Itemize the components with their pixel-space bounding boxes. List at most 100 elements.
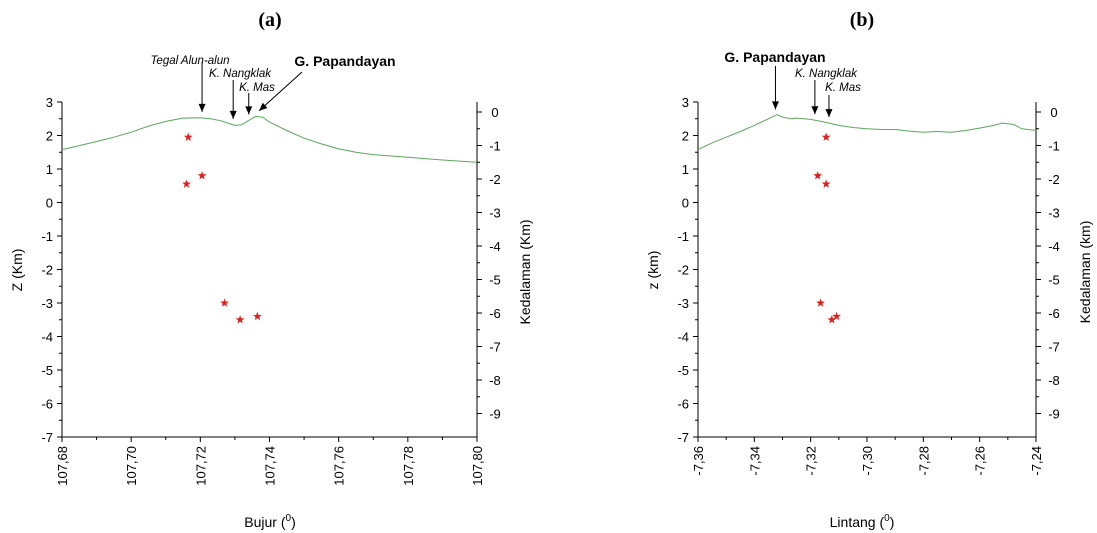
hypocenter-marker-a-1	[183, 132, 193, 141]
y-tick-label: 3	[46, 95, 53, 110]
y2-tick-label: -6	[1048, 306, 1060, 321]
y2-tick-label: -2	[489, 172, 501, 187]
y-tick-label: -3	[677, 296, 689, 311]
y2-tick-label: -3	[489, 206, 501, 221]
x-tick-label: 107,76	[332, 446, 347, 486]
y2-tick-label: 0	[1050, 105, 1057, 120]
x-tick-label: -7,24	[1029, 446, 1044, 476]
x-tick-label: 107,74	[263, 446, 278, 486]
y-tick-label: -4	[41, 330, 53, 345]
topography-profile-a	[61, 115, 478, 163]
y2-tick-label: -5	[1048, 273, 1060, 288]
y-tick-label: -6	[41, 397, 53, 412]
annotation-label: G. Papandayan	[724, 49, 825, 65]
hypocenter-marker-b-1	[821, 132, 831, 141]
x-tick-label: 107,78	[401, 446, 416, 486]
y2-tick-label: -4	[1048, 239, 1060, 254]
annotation-label: G. Papandayan	[294, 53, 395, 69]
annotation-arrowhead	[198, 103, 206, 112]
annotation-label: K. Nangklak	[209, 68, 272, 80]
y2-axis-label-a: Kedalaman (Km)	[517, 219, 533, 324]
x-axis-label-close-b: )	[890, 514, 895, 530]
x-tick-label: -7,36	[691, 446, 706, 476]
annotations-b: G. Papandayan K. Nangklak K. Mas	[724, 49, 861, 118]
x-axis-label-b: Lintang (0)	[830, 513, 895, 530]
y-tick-label: -3	[41, 296, 53, 311]
y-tick-label: 0	[46, 196, 53, 211]
annotation-arrowhead	[825, 109, 833, 118]
x-tick-label: -7,30	[860, 446, 875, 476]
y2-tick-label: -6	[489, 306, 501, 321]
hypocenter-marker-a-5	[235, 315, 245, 324]
annotation-label: K. Mas	[825, 82, 861, 94]
annotation-arrowhead	[229, 110, 237, 119]
x-tick-label: 107,70	[124, 446, 139, 486]
y-tick-label: 0	[682, 196, 689, 211]
annotation-arrowhead	[259, 102, 268, 111]
topography-profile-b	[697, 114, 1037, 151]
y2-tick-label: 0	[491, 105, 498, 120]
x-tick-label: -7,26	[973, 446, 988, 476]
annotation-arrowhead	[771, 101, 779, 110]
y2-tick-label: -7	[489, 340, 501, 355]
y-tick-label: -1	[677, 229, 689, 244]
y-tick-label: -2	[677, 263, 689, 278]
y-axis-label-b: z (km)	[645, 251, 661, 290]
hypocenter-marker-b-2	[813, 171, 823, 180]
y-tick-label: 3	[682, 95, 689, 110]
x-axis-label-a: Bujur (0)	[244, 513, 295, 530]
hypocenter-marker-b-5	[827, 315, 837, 324]
y2-tick-label: -7	[1048, 340, 1060, 355]
y2-tick-label: -8	[1048, 373, 1060, 388]
annotation-label: Tegal Alun-alun	[150, 55, 229, 67]
x-axis-label-text-a: Bujur (	[244, 514, 286, 530]
y-tick-label: -7	[41, 430, 53, 445]
hypocenter-marker-b-3	[821, 179, 831, 188]
plot-area-b: 3 2 1 0 -1 -2 -3 -4 -5 -6 -7 0 -1 -2 -3 -4 -5 -6 -7 -8 -9 -7,…	[677, 95, 1059, 476]
hypocenter-marker-a-4	[220, 298, 229, 307]
annotation-arrow-line	[258, 71, 303, 112]
x-tick-label: 107,72	[193, 446, 208, 486]
x-tick-label: 107,68	[55, 446, 70, 486]
y2-tick-label: -4	[489, 239, 501, 254]
hypocenter-marker-a-2	[182, 179, 191, 188]
y2-tick-label: -1	[1048, 139, 1060, 154]
y-axis-label-a: Z (Km)	[9, 249, 25, 292]
x-tick-label: -7,34	[747, 446, 762, 476]
y-tick-label: 1	[46, 162, 53, 177]
panel-label-a: (a)	[258, 9, 281, 31]
x-tick-label: 107,80	[470, 446, 485, 486]
annotation-arrowhead	[245, 106, 253, 115]
y-tick-label: 2	[682, 129, 689, 144]
y-tick-label: -7	[677, 430, 689, 445]
hypocenter-marker-b-4	[816, 298, 825, 307]
y2-tick-label: -9	[489, 407, 501, 422]
panel-label-b: (b)	[850, 9, 874, 31]
x-axis-label-text-b: Lintang (	[830, 514, 885, 530]
x-axis-label-sup-b: 0	[884, 513, 890, 524]
y-tick-label: 2	[46, 129, 53, 144]
annotation-label: K. Mas	[239, 82, 275, 94]
annotation-arrowhead	[811, 106, 819, 115]
y2-tick-label: -9	[1048, 407, 1060, 422]
x-axis-label-sup-a: 0	[286, 513, 292, 524]
y2-tick-label: -5	[489, 273, 501, 288]
y2-tick-label: -1	[489, 139, 501, 154]
x-tick-label: -7,28	[916, 446, 931, 476]
y-tick-label: -2	[41, 263, 53, 278]
y-tick-label: -6	[677, 397, 689, 412]
hypocenter-marker-a-3	[197, 171, 207, 180]
y-tick-label: -1	[41, 229, 53, 244]
y2-tick-label: -8	[489, 373, 501, 388]
x-tick-label: -7,32	[804, 446, 819, 476]
x-axis-label-close-a: )	[291, 514, 296, 530]
y-tick-label: -5	[41, 363, 53, 378]
plot-area-a: 3 2 1 0 -1 -2 -3 -4 -5 -6 -7 0 -1 -2 -3 -4 -5 -6 -7 -8 -9 107…	[41, 95, 500, 486]
y-tick-label: -4	[677, 330, 689, 345]
y-tick-label: 1	[682, 162, 689, 177]
y2-tick-label: -3	[1048, 206, 1060, 221]
hypocenter-marker-b-6	[832, 311, 841, 321]
